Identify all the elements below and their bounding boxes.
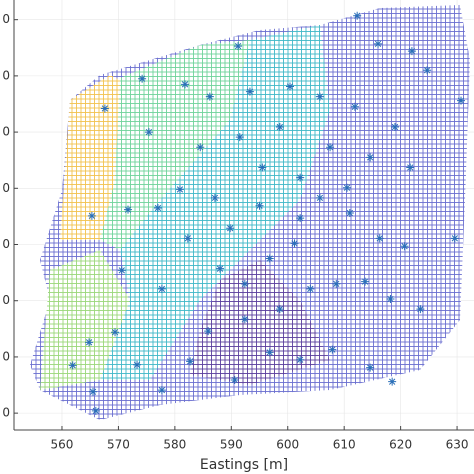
marker: [353, 11, 362, 20]
y-tick-label: 0: [2, 181, 10, 195]
marker: [361, 277, 370, 286]
marker: [332, 279, 341, 288]
marker: [205, 92, 214, 101]
marker: [265, 348, 274, 357]
cells-green: [100, 40, 250, 250]
x-axis-label: Eastings [m]: [200, 457, 288, 473]
marker: [144, 128, 153, 137]
marker: [374, 39, 383, 48]
marker: [175, 185, 184, 194]
y-tick-label: 0: [2, 293, 10, 307]
cells-purple: [190, 260, 330, 385]
marker: [111, 328, 120, 337]
y-tick-label: 0: [2, 406, 10, 420]
marker: [275, 123, 284, 132]
marker: [326, 143, 335, 152]
marker: [265, 254, 274, 263]
marker: [407, 47, 416, 56]
marker: [245, 87, 254, 96]
marker: [416, 305, 425, 314]
marker: [230, 375, 239, 384]
marker: [157, 284, 166, 293]
marker: [210, 193, 219, 202]
marker: [450, 234, 459, 243]
marker: [235, 133, 244, 142]
cells-yellow: [60, 75, 120, 240]
y-tick-label: 0: [2, 68, 10, 82]
markers: [68, 11, 466, 415]
marker: [290, 239, 299, 248]
marker: [345, 209, 354, 218]
marker: [153, 203, 162, 212]
marker: [138, 74, 147, 83]
marker: [457, 96, 466, 105]
marker: [388, 377, 397, 386]
marker: [296, 355, 305, 364]
marker: [306, 284, 315, 293]
marker: [350, 102, 359, 111]
marker: [68, 361, 77, 370]
marker: [390, 123, 399, 132]
marker: [186, 357, 195, 366]
marker: [85, 338, 94, 347]
marker: [87, 211, 96, 220]
marker: [286, 82, 294, 91]
marker: [91, 406, 100, 415]
x-tick-label: 570: [107, 438, 130, 452]
marker: [375, 234, 384, 243]
marker: [406, 163, 415, 172]
marker: [216, 264, 225, 273]
x-tick-label: 620: [389, 438, 412, 452]
x-tick-label: 630: [446, 438, 469, 452]
marker: [226, 224, 235, 233]
marker: [275, 305, 284, 314]
marker: [386, 295, 395, 304]
y-tick-label: 0: [2, 237, 10, 251]
marker: [124, 205, 133, 214]
marker: [423, 66, 432, 75]
marker: [296, 173, 305, 182]
cells-light-green: [40, 250, 130, 390]
y-tick-label: 0: [2, 12, 10, 26]
x-tick-label: 580: [163, 438, 186, 452]
marker: [181, 80, 190, 89]
marker: [343, 183, 352, 192]
marker: [234, 42, 243, 51]
marker: [196, 143, 205, 152]
cells-teal: [100, 25, 330, 380]
marker: [400, 242, 409, 251]
y-tick-label: 0: [2, 349, 10, 363]
marker: [315, 92, 324, 101]
marker: [240, 315, 249, 324]
cell-field: [30, 5, 470, 420]
marker: [133, 360, 142, 369]
marker: [100, 104, 109, 113]
marker: [366, 363, 375, 372]
marker: [157, 386, 166, 395]
marker: [366, 153, 375, 162]
x-tick-label: 610: [333, 438, 356, 452]
y-tick-label: 0: [2, 125, 10, 139]
marker: [89, 387, 98, 396]
marker: [328, 345, 337, 354]
marker: [296, 214, 305, 223]
marker: [315, 193, 324, 202]
marker: [183, 234, 192, 243]
x-tick-label: 600: [276, 438, 299, 452]
x-tick-label: 560: [51, 438, 74, 452]
marker: [240, 279, 249, 288]
marker: [258, 163, 267, 172]
marker: [255, 201, 264, 210]
marker: [117, 266, 126, 275]
marker: [204, 327, 213, 336]
x-tick-label: 590: [220, 438, 243, 452]
